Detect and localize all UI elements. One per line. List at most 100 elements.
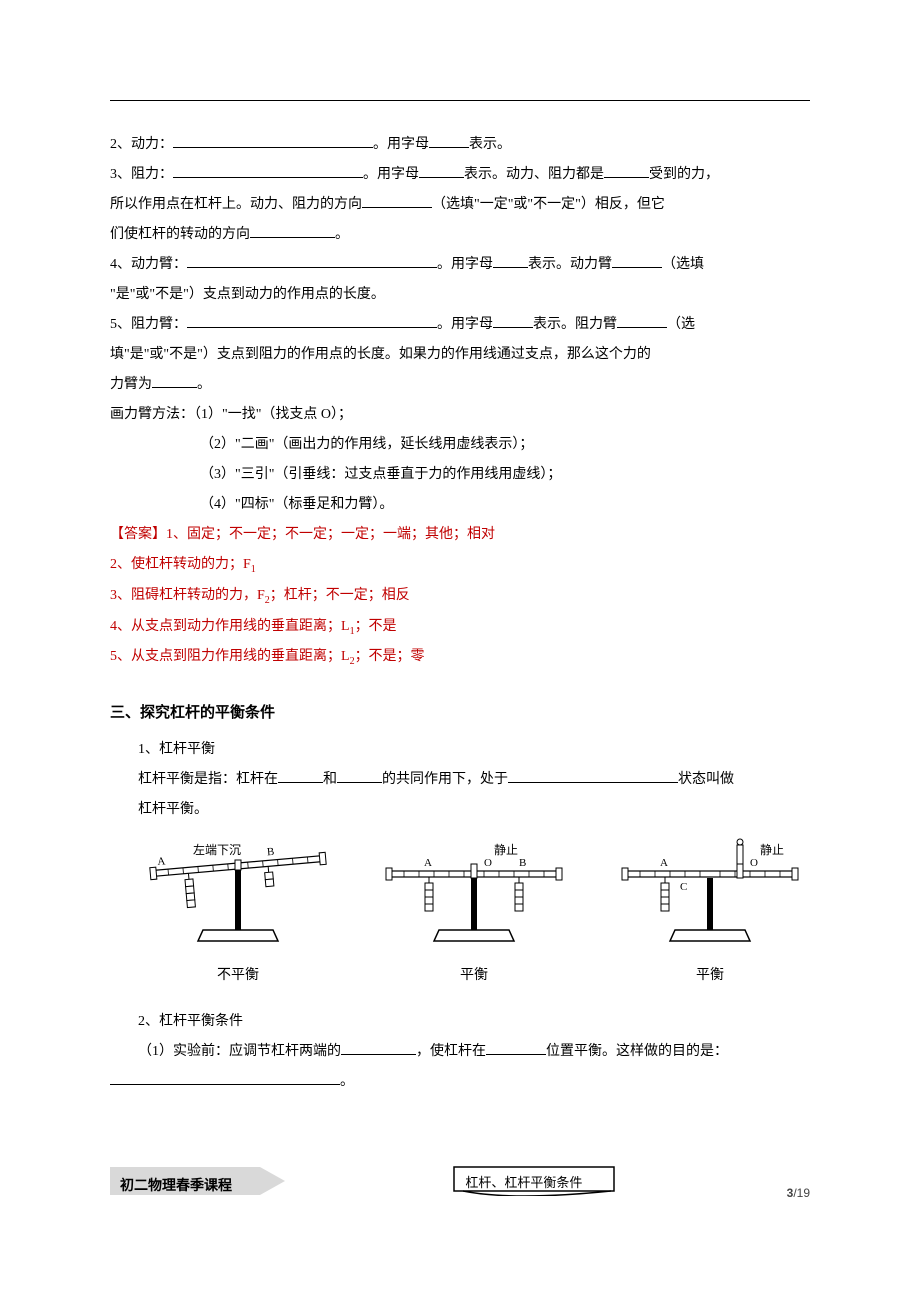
blank [341,1054,416,1055]
footer-left-text: 初二物理春季课程 [120,1171,232,1199]
q2-label: 2、动力： [110,137,173,152]
answer-3: 3、阻碍杠杆转动的力，F2；杠杆；不一定；相反 [110,582,810,611]
label-C: C [680,881,687,893]
label-B: B [519,857,526,869]
top-label: 静止 [760,843,784,857]
s3-p2: 2、杠杆平衡条件 [110,1008,810,1036]
question-4: 4、动力臂：。用字母表示。动力臂（选填 [110,251,810,279]
blank [493,327,533,328]
question-3-line2: 所以作用点在杠杆上。动力、阻力的方向 （选填"一定"或"不一定"）相反，但它 [110,191,810,219]
answer-1: 【答案】1、固定；不一定；不一定；一定；一端；其他；相对 [110,521,810,549]
blank [187,267,437,268]
footer-center-text: 杠杆、杠杆平衡条件 [465,1170,582,1196]
text: 5、从支点到阻力作用线的垂直距离；L [110,649,350,664]
question-5-line2: 填"是"或"不是"）支点到阻力的作用点的长度。如果力的作用线通过支点，那么这个力… [110,341,810,369]
diagram-1: A B 左端下沉 [138,836,338,956]
question-3-line3: 们使杠杆的转动的方向。 [110,221,810,249]
method-2: （2）"二画"（画出力的作用线，延长线用虚线表示）； [110,431,810,459]
method-4: （4）"四标"（标垂足和力臂）。 [110,491,810,519]
answer-2: 2、使杠杆转动的力；F1 [110,551,810,580]
text: 。 [197,377,211,392]
top-label: 静止 [494,843,518,857]
top-rule [110,100,810,101]
question-5-line3: 力臂为 。 [110,371,810,399]
text: 。用字母 [363,167,419,182]
label-O: O [484,857,492,869]
text: （4）"四标"（标垂足和力臂）。 [200,497,393,512]
text: （3）"三引"（引垂线：过支点垂直于力的作用线用虚线）； [200,467,561,482]
subscript: 1 [251,564,256,575]
diagram-captions: 不平衡 平衡 平衡 [110,962,810,990]
text: 2、使杠杆转动的力；F [110,557,251,572]
question-4-line2: "是"或"不是"）支点到动力的作用点的长度。 [110,281,810,309]
label-A: A [660,857,668,869]
text: 画力臂方法：（1）"一找"（找支点 O）； [110,407,352,422]
text: 。用字母 [373,137,429,152]
text: 表示。动力臂 [528,257,612,272]
label-O: O [750,857,758,869]
text: ；杠杆；不一定；相反 [270,588,410,603]
blank [152,387,197,388]
blank [486,1054,546,1055]
top-label: 左端下沉 [193,842,241,857]
text: 1、固定；不一定；不一定；一定；一端；其他；相对 [166,527,495,542]
blank [173,147,373,148]
blank [278,782,323,783]
text: （1）实验前：应调节杠杆两端的 [138,1044,341,1059]
footer-left-badge: 初二物理春季课程 [110,1167,290,1195]
diagram-2: 静止 A O B [374,836,574,956]
footer-page-number: 3/19 [787,1181,810,1205]
diagram-3: 静止 A O C [610,836,810,956]
text: 杠杆平衡是指：杠杆在 [138,772,278,787]
blank [173,177,363,178]
s3-p2-1b: 。 [110,1068,810,1096]
answer-5: 5、从支点到阻力作用线的垂直距离；L2；不是；零 [110,643,810,672]
q5-label: 5、阻力臂： [110,317,187,332]
text: 所以作用点在杠杆上。动力、阻力的方向 [110,197,362,212]
text: 杠杆平衡。 [138,802,208,817]
text: 状态叫做 [678,772,734,787]
answer-4: 4、从支点到动力作用线的垂直距离；L1；不是 [110,613,810,642]
text: 三、探究杠杆的平衡条件 [110,704,275,721]
s3-p2-1: （1）实验前：应调节杠杆两端的，使杠杆在位置平衡。这样做的目的是： [110,1038,810,1066]
text: 表示。动力、阻力都是 [464,167,604,182]
s3-p1-text2: 杠杆平衡。 [110,796,810,824]
text: 3、阻碍杠杆转动的力，F [110,588,265,603]
s3-p1: 1、杠杆平衡 [110,736,810,764]
text: 4、从支点到动力作用线的垂直距离；L [110,619,350,634]
blank [493,267,528,268]
page-total: /19 [793,1186,810,1200]
text: 位置平衡。这样做的目的是： [546,1044,728,1059]
text: （选填 [662,257,704,272]
label-B: B [266,846,274,859]
text: （选 [667,317,695,332]
caption-3: 平衡 [610,962,810,990]
q3-label: 3、阻力： [110,167,173,182]
text: （2）"二画"（画出力的作用线，延长线用虚线表示）； [200,437,533,452]
blank [612,267,662,268]
question-3: 3、阻力：。用字母表示。动力、阻力都是受到的力， [110,161,810,189]
q4-label: 4、动力臂： [110,257,187,272]
question-2: 2、动力： 。用字母 表示。 [110,131,810,159]
diagram-row: A B 左端下沉 静止 A [110,836,810,956]
s3-p1-text: 杠杆平衡是指：杠杆在和的共同作用下，处于状态叫做 [110,766,810,794]
section-3-title: 三、探究杠杆的平衡条件 [110,698,810,728]
blank [250,237,335,238]
blank [508,782,678,783]
answer-label: 【答案】 [110,527,166,542]
blank [110,1084,340,1085]
text: 。 [340,1074,354,1089]
question-5: 5、阻力臂：。用字母表示。阻力臂（选 [110,311,810,339]
blank [429,147,469,148]
text: ；不是 [355,619,397,634]
text: 2、杠杆平衡条件 [138,1014,243,1029]
page-footer: 初二物理春季课程 杠杆、杠杆平衡条件 3/19 [110,1166,810,1196]
text: （选填"一定"或"不一定"）相反，但它 [432,197,665,212]
text: "是"或"不是"）支点到动力的作用点的长度。 [110,287,385,302]
caption-2: 平衡 [374,962,574,990]
text: 1、杠杆平衡 [138,742,215,757]
text: 力臂为 [110,377,152,392]
text: 表示。 [469,137,511,152]
blank [617,327,667,328]
footer-center-badge: 杠杆、杠杆平衡条件 [453,1166,623,1196]
